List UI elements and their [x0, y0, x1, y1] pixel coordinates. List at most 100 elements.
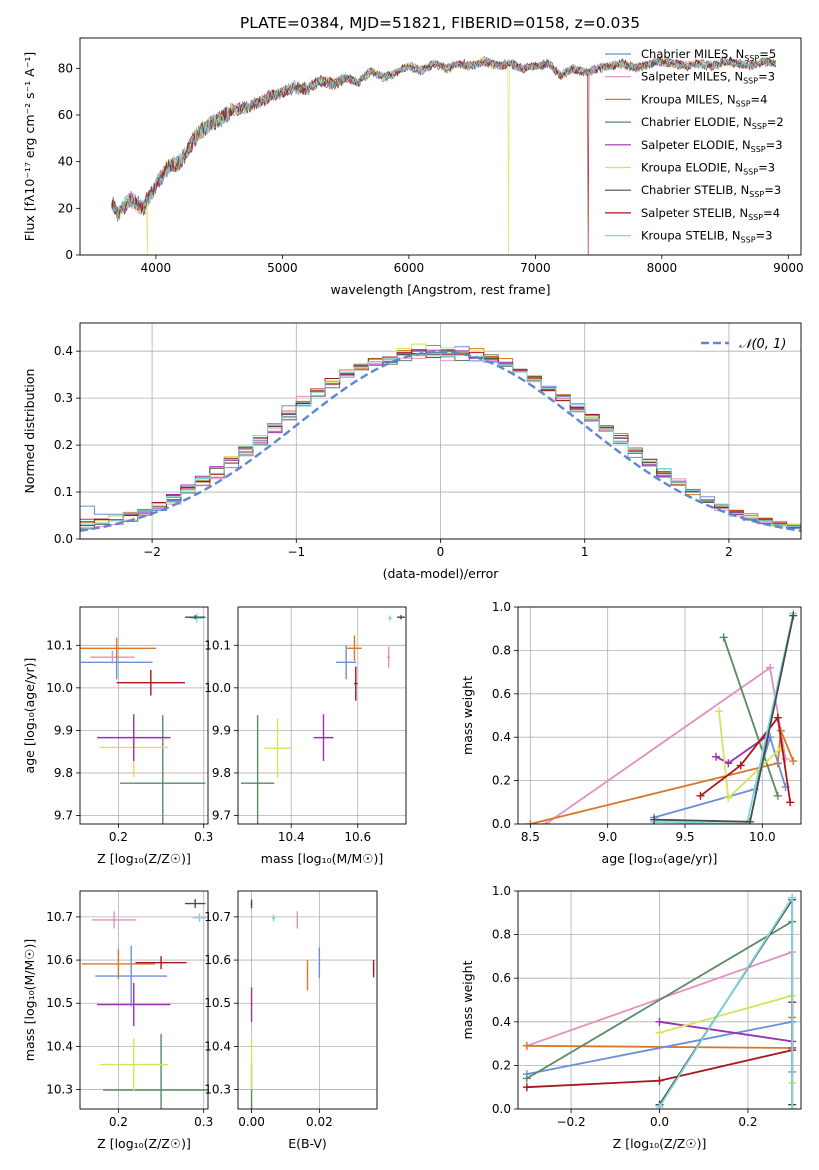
figure-title: PLATE=0384, MJD=51821, FIBERID=0158, z=0… [240, 14, 640, 32]
weight-marker [526, 820, 535, 824]
spectrum-panel: 4000 5000 6000 7000 8000 9000 0 20 40 60 80 wavelen… [22, 37, 804, 297]
weight-marker [776, 744, 785, 753]
x-tick-label: −0.2 [556, 1115, 585, 1129]
x-axis-label: E(B-V) [288, 1136, 327, 1151]
data-point [372, 960, 375, 978]
x-tick-label: 8.5 [521, 830, 540, 844]
data-point [80, 637, 156, 659]
plot-frame [79, 890, 209, 1110]
data-point [95, 945, 168, 1007]
legend-entry: Kroupa ELODIE, NSSP=3 [641, 161, 775, 177]
weight-series-line [722, 637, 779, 797]
plot-frame [517, 890, 802, 1110]
plot-frame [237, 606, 407, 825]
mass-vs-z-panel: 0.2 0.3 10.3 10.4 10.5 10.6 10.7 Z [log₁₀(Z/Z☉)… [22, 890, 213, 1151]
data-point [347, 635, 362, 662]
data-point [264, 718, 291, 779]
data-point [97, 982, 171, 1027]
normal-curve [80, 350, 801, 532]
legend: Chabrier MILES, NSSP=5 Salpeter MILES, NS… [605, 47, 784, 245]
y-tick-label: 10.4 [46, 1039, 73, 1053]
weight-marker [766, 663, 775, 672]
y-axis-label: mass weight [460, 676, 475, 755]
x-tick-label: 0.02 [306, 1115, 333, 1129]
weight-marker [788, 1105, 797, 1109]
y-tick-label: 10.1 [204, 638, 231, 652]
y-axis-label: Flux [fλ10⁻¹⁷ erg cm⁻² s⁻¹ A⁻¹] [22, 52, 37, 241]
legend-entry: 𝒩(0, 1) [739, 337, 786, 352]
x-axis-label: Z [log₁₀(Z/Z☉)] [97, 1136, 191, 1151]
error-bars [80, 613, 206, 824]
y-tick-label: 0.4 [54, 344, 73, 358]
weight-marker [781, 754, 790, 763]
weight-series-line [654, 613, 795, 824]
x-tick-label: 4000 [141, 261, 172, 275]
weight-marker [773, 791, 782, 800]
y-tick-label: 0.1 [54, 485, 73, 499]
y-tick-label: 0.0 [492, 817, 511, 831]
y-tick-label: 9.8 [212, 766, 231, 780]
data-point [271, 914, 276, 922]
x-tick-label: −2 [143, 545, 161, 559]
y-tick-label: 0.0 [54, 532, 73, 546]
y-tick-label: 10.6 [46, 953, 73, 967]
y-tick-label: 10.3 [46, 1083, 73, 1097]
data-point [91, 911, 137, 929]
data-point [103, 1033, 208, 1109]
weight-marker [719, 633, 728, 642]
y-axis-label: age [log₁₀(age/yr)] [22, 658, 37, 774]
y-tick-label: 1.0 [492, 600, 511, 614]
data-point [192, 913, 207, 923]
y-tick-label: 0.8 [492, 928, 511, 942]
weight-marker [522, 1074, 531, 1083]
weight-series-line [699, 715, 792, 803]
y-tick-label: 20 [58, 201, 73, 215]
legend-entry: Chabrier ELODIE, NSSP=2 [641, 115, 784, 131]
y-axis-label: mass [log₁₀(M/M☉)] [22, 939, 37, 1061]
weight-marker [522, 1041, 531, 1050]
plot-frame [517, 606, 802, 825]
legend-entry: Chabrier MILES, NSSP=5 [641, 47, 776, 63]
x-axis-label: Z [log₁₀(Z/Z☉)] [97, 851, 191, 866]
histograms [80, 343, 801, 532]
x-tick-label: −1 [287, 545, 305, 559]
weight-marker [715, 707, 724, 716]
y-tick-label: 10.5 [46, 996, 73, 1010]
spectrum-lines [111, 56, 777, 255]
x-tick-label: 9.5 [675, 830, 694, 844]
age-vs-mass-panel: 10.4 10.6 9.7 9.8 9.9 10.0 10.1 mass [log₁₀(M/M… [204, 606, 407, 866]
x-axis-label: (data-model)/error [383, 566, 500, 581]
legend: 𝒩(0, 1) [701, 337, 786, 352]
x-tick-label: 0.3 [194, 1115, 213, 1129]
weight-marker [541, 820, 550, 824]
x-axis-label: wavelength [Angstrom, rest frame] [330, 282, 550, 297]
panels: 4000 5000 6000 7000 8000 9000020406080wavelen… [22, 37, 804, 1151]
x-tick-label: 7000 [520, 261, 551, 275]
weight-vs-age-panel: 8.5 9.0 9.5 10.0 0.0 0.2 0.4 0.6 0.8 1.0 age [log₁… [460, 600, 802, 866]
y-tick-label: 0.2 [492, 1058, 511, 1072]
y-tick-label: 9.7 [212, 808, 231, 822]
data-point [97, 714, 171, 762]
x-tick-label: 10.4 [278, 830, 305, 844]
data-point [135, 956, 187, 970]
plot-frame [79, 606, 209, 825]
x-tick-label: 0.2 [109, 1115, 128, 1129]
weight-series-line [526, 920, 793, 1080]
y-tick-label: 9.9 [54, 723, 73, 737]
weight-marker [696, 791, 705, 800]
weight-marker [788, 893, 797, 902]
error-bars [250, 899, 375, 1109]
y-tick-label: 0.6 [492, 687, 511, 701]
y-tick-label: 9.7 [54, 808, 73, 822]
plot-frame [79, 322, 802, 540]
legend-entry: Kroupa STELIB, NSSP=3 [641, 229, 772, 245]
y-tick-label: 60 [58, 108, 73, 122]
x-tick-label: 8000 [647, 261, 678, 275]
x-tick-label: 1 [581, 545, 589, 559]
data-point [387, 646, 391, 668]
y-tick-label: 10.3 [204, 1083, 231, 1097]
data-point [397, 615, 406, 620]
weight-marker [724, 793, 733, 802]
